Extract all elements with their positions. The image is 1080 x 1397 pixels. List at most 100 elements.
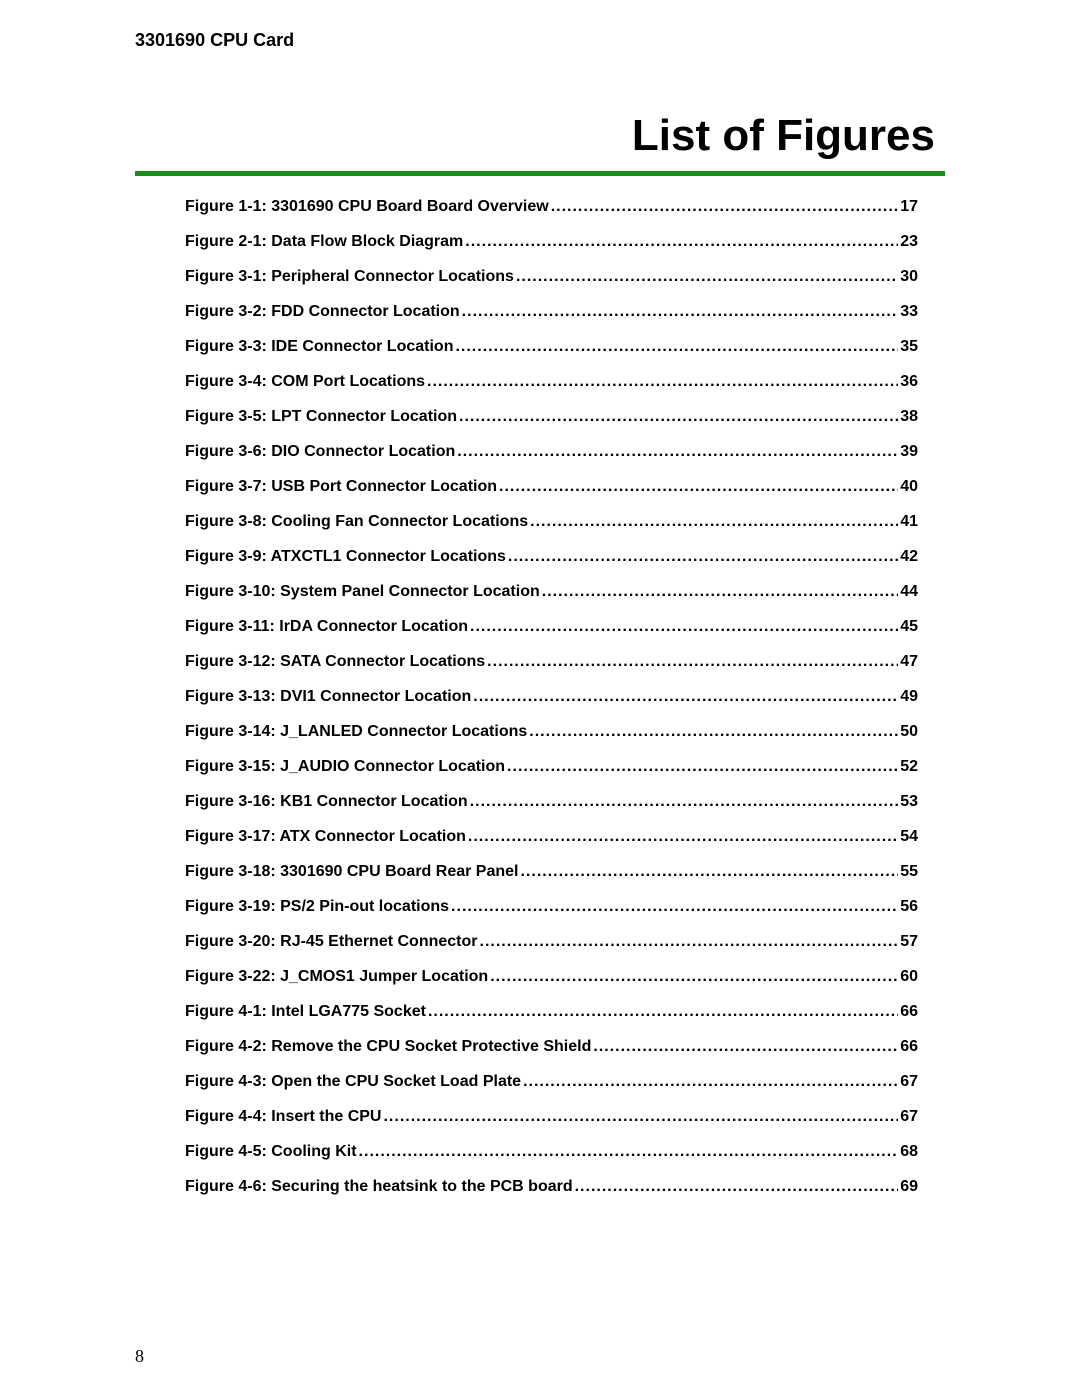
toc-entry-label: Figure 3-1: Peripheral Connector Locatio… (185, 268, 514, 286)
toc-entry-page: 39 (900, 443, 918, 461)
toc-entry-page: 33 (900, 303, 918, 321)
table-of-contents: Figure 1-1: 3301690 CPU Board Board Over… (135, 198, 945, 1196)
toc-entry-page: 47 (900, 653, 918, 671)
toc-entry-label: Figure 3-8: Cooling Fan Connector Locati… (185, 513, 528, 531)
toc-entry: Figure 3-17: ATX Connector Location54 (185, 828, 918, 846)
toc-entry: Figure 3-12: SATA Connector Locations 47 (185, 653, 918, 671)
toc-dot-leader (427, 373, 898, 391)
toc-entry-label: Figure 3-13: DVI1 Connector Location (185, 688, 471, 706)
toc-dot-leader (507, 758, 898, 776)
toc-entry: Figure 3-20: RJ-45 Ethernet Connector57 (185, 933, 918, 951)
toc-entry-page: 41 (900, 513, 918, 531)
toc-dot-leader (480, 933, 899, 951)
toc-entry: Figure 2-1: Data Flow Block Diagram 23 (185, 233, 918, 251)
toc-dot-leader (428, 1003, 898, 1021)
toc-entry-label: Figure 3-10: System Panel Connector Loca… (185, 583, 540, 601)
toc-dot-leader (520, 863, 898, 881)
toc-entry-page: 35 (900, 338, 918, 356)
toc-entry: Figure 3-22: J_CMOS1 Jumper Location 60 (185, 968, 918, 986)
toc-entry-label: Figure 3-18: 3301690 CPU Board Rear Pane… (185, 863, 518, 881)
toc-entry-page: 49 (900, 688, 918, 706)
toc-entry-label: Figure 4-3: Open the CPU Socket Load Pla… (185, 1073, 521, 1091)
toc-entry-page: 36 (900, 373, 918, 391)
page-title: List of Figures (135, 111, 945, 161)
toc-dot-leader (383, 1108, 898, 1126)
toc-entry: Figure 3-8: Cooling Fan Connector Locati… (185, 513, 918, 531)
toc-entry-page: 40 (900, 478, 918, 496)
toc-entry-label: Figure 3-3: IDE Connector Location (185, 338, 453, 356)
toc-entry: Figure 4-2: Remove the CPU Socket Protec… (185, 1038, 918, 1056)
toc-entry: Figure 3-5: LPT Connector Location 38 (185, 408, 918, 426)
toc-dot-leader (487, 653, 898, 671)
toc-entry: Figure 3-6: DIO Connector Location39 (185, 443, 918, 461)
document-page: 3301690 CPU Card List of Figures Figure … (0, 0, 1080, 1397)
toc-entry: Figure 4-6: Securing the heatsink to the… (185, 1178, 918, 1196)
toc-entry: Figure 4-3: Open the CPU Socket Load Pla… (185, 1073, 918, 1091)
toc-dot-leader (593, 1038, 898, 1056)
toc-entry-page: 45 (900, 618, 918, 636)
toc-entry: Figure 4-5: Cooling Kit68 (185, 1143, 918, 1161)
toc-entry-page: 17 (900, 198, 918, 216)
toc-entry-label: Figure 4-1: Intel LGA775 Socket (185, 1003, 426, 1021)
toc-dot-leader (551, 198, 899, 216)
toc-entry: Figure 4-1: Intel LGA775 Socket 66 (185, 1003, 918, 1021)
toc-dot-leader (508, 548, 898, 566)
toc-entry-label: Figure 3-17: ATX Connector Location (185, 828, 466, 846)
toc-dot-leader (530, 513, 898, 531)
toc-dot-leader (468, 828, 898, 846)
toc-dot-leader (451, 898, 898, 916)
page-header: 3301690 CPU Card (135, 30, 945, 51)
toc-dot-leader (459, 408, 898, 426)
toc-dot-leader (542, 583, 898, 601)
toc-entry-label: Figure 3-2: FDD Connector Location (185, 303, 460, 321)
toc-entry-label: Figure 4-5: Cooling Kit (185, 1143, 357, 1161)
toc-entry-page: 55 (900, 863, 918, 881)
toc-entry: Figure 3-10: System Panel Connector Loca… (185, 583, 918, 601)
toc-dot-leader (575, 1178, 899, 1196)
toc-entry-page: 42 (900, 548, 918, 566)
toc-dot-leader (470, 793, 899, 811)
toc-entry: Figure 3-11: IrDA Connector Location 45 (185, 618, 918, 636)
toc-entry: Figure 3-15: J_AUDIO Connector Location … (185, 758, 918, 776)
toc-entry-page: 67 (900, 1108, 918, 1126)
toc-entry-page: 66 (900, 1003, 918, 1021)
toc-entry-page: 66 (900, 1038, 918, 1056)
toc-dot-leader (473, 688, 898, 706)
toc-entry: Figure 3-14: J_LANLED Connector Location… (185, 723, 918, 741)
toc-entry: Figure 3-4: COM Port Locations 36 (185, 373, 918, 391)
toc-entry: Figure 3-13: DVI1 Connector Location 49 (185, 688, 918, 706)
toc-entry-page: 23 (900, 233, 918, 251)
toc-entry-label: Figure 3-14: J_LANLED Connector Location… (185, 723, 527, 741)
toc-dot-leader (455, 338, 898, 356)
toc-entry-page: 60 (900, 968, 918, 986)
toc-entry-page: 56 (900, 898, 918, 916)
toc-entry: Figure 3-9: ATXCTL1 Connector Locations4… (185, 548, 918, 566)
toc-entry: Figure 3-16: KB1 Connector Location 53 (185, 793, 918, 811)
toc-dot-leader (499, 478, 898, 496)
toc-entry: Figure 3-19: PS/2 Pin-out locations 56 (185, 898, 918, 916)
toc-entry: Figure 1-1: 3301690 CPU Board Board Over… (185, 198, 918, 216)
toc-entry-label: Figure 3-16: KB1 Connector Location (185, 793, 468, 811)
toc-entry: Figure 3-18: 3301690 CPU Board Rear Pane… (185, 863, 918, 881)
toc-entry-label: Figure 3-15: J_AUDIO Connector Location (185, 758, 505, 776)
toc-entry-label: Figure 4-6: Securing the heatsink to the… (185, 1178, 573, 1196)
toc-entry-page: 50 (900, 723, 918, 741)
toc-dot-leader (529, 723, 898, 741)
toc-entry: Figure 4-4: Insert the CPU 67 (185, 1108, 918, 1126)
toc-entry-label: Figure 3-22: J_CMOS1 Jumper Location (185, 968, 488, 986)
toc-entry-page: 52 (900, 758, 918, 776)
title-underline (135, 171, 945, 176)
toc-entry-page: 69 (900, 1178, 918, 1196)
toc-entry-label: Figure 3-4: COM Port Locations (185, 373, 425, 391)
toc-entry-label: Figure 3-11: IrDA Connector Location (185, 618, 468, 636)
toc-entry: Figure 3-2: FDD Connector Location 33 (185, 303, 918, 321)
toc-dot-leader (462, 303, 899, 321)
toc-entry-label: Figure 3-7: USB Port Connector Location (185, 478, 497, 496)
toc-entry-label: Figure 2-1: Data Flow Block Diagram (185, 233, 463, 251)
toc-entry-label: Figure 1-1: 3301690 CPU Board Board Over… (185, 198, 549, 216)
toc-dot-leader (490, 968, 898, 986)
toc-entry-label: Figure 4-2: Remove the CPU Socket Protec… (185, 1038, 591, 1056)
toc-entry: Figure 3-3: IDE Connector Location 35 (185, 338, 918, 356)
toc-entry-page: 53 (900, 793, 918, 811)
toc-dot-leader (359, 1143, 899, 1161)
